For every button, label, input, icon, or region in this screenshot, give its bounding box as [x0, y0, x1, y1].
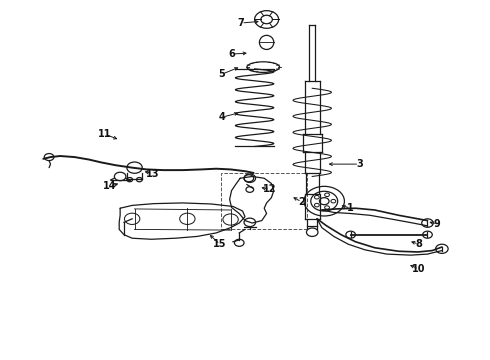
Text: 3: 3: [356, 159, 363, 169]
Text: 13: 13: [146, 168, 160, 179]
Text: 15: 15: [213, 239, 227, 249]
Text: 11: 11: [98, 129, 112, 139]
Text: 8: 8: [416, 239, 422, 249]
Text: 2: 2: [298, 197, 305, 207]
Text: 12: 12: [263, 184, 277, 194]
Text: 7: 7: [238, 18, 245, 28]
Text: 4: 4: [219, 112, 225, 122]
Bar: [221, 173, 307, 229]
Text: 5: 5: [219, 69, 225, 79]
Text: 1: 1: [347, 203, 354, 213]
Text: 6: 6: [228, 49, 235, 59]
Text: 14: 14: [103, 181, 116, 192]
Text: 10: 10: [412, 264, 426, 274]
Text: 9: 9: [434, 219, 441, 229]
